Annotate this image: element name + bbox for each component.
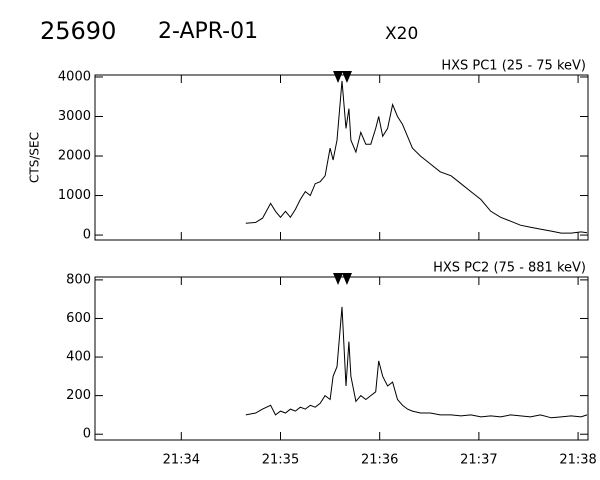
y-tick-label: 600 [66, 311, 91, 326]
plot-frame [94, 74, 589, 241]
time-marker [333, 273, 344, 285]
date: 2-APR-01 [158, 19, 258, 44]
signal-line [245, 306, 588, 419]
scale: X20 [385, 24, 418, 44]
event-id: 25690 [40, 17, 116, 45]
y-axis-label: CTS/SEC [28, 132, 42, 183]
time-marker [333, 71, 344, 83]
y-tick-label: 1000 [58, 188, 91, 203]
x-tick-label: 21:38 [559, 453, 596, 468]
y-tick-label: 2000 [58, 149, 91, 164]
y-tick-label: 4000 [58, 69, 91, 84]
panel-title: HXS PC1 (25 - 75 keV) [441, 59, 586, 74]
plot-frame [94, 276, 589, 441]
y-tick-label: 3000 [58, 109, 91, 124]
y-tick-label: 800 [66, 272, 91, 287]
x-tick-label: 21:34 [163, 453, 200, 468]
y-tick-label: 400 [66, 350, 91, 365]
y-tick-label: 0 [83, 427, 91, 442]
x-tick-label: 21:36 [361, 453, 398, 468]
time-marker [341, 273, 352, 285]
time-marker [341, 71, 352, 83]
signal-line [245, 80, 588, 234]
panel-title: HXS PC2 (75 - 881 keV) [433, 261, 586, 276]
x-tick-label: 21:37 [460, 453, 497, 468]
x-tick-label: 21:35 [262, 453, 299, 468]
y-tick-label: 200 [66, 388, 91, 403]
y-tick-label: 0 [83, 228, 91, 243]
